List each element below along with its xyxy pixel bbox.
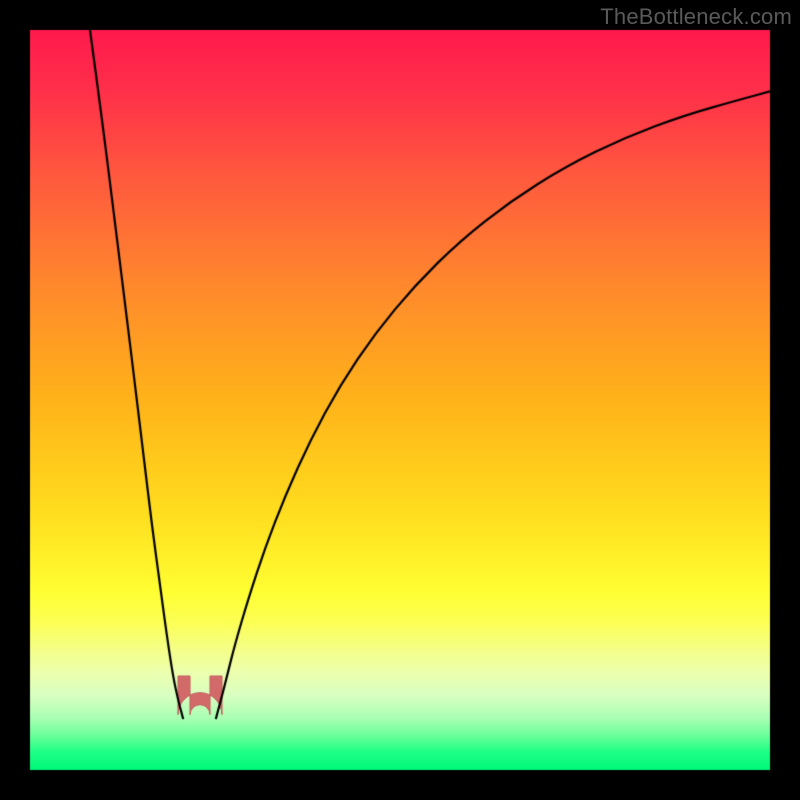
bottleneck-curve-chart: [0, 0, 800, 800]
watermark-text: TheBottleneck.com: [600, 4, 792, 30]
chart-container: TheBottleneck.com: [0, 0, 800, 800]
